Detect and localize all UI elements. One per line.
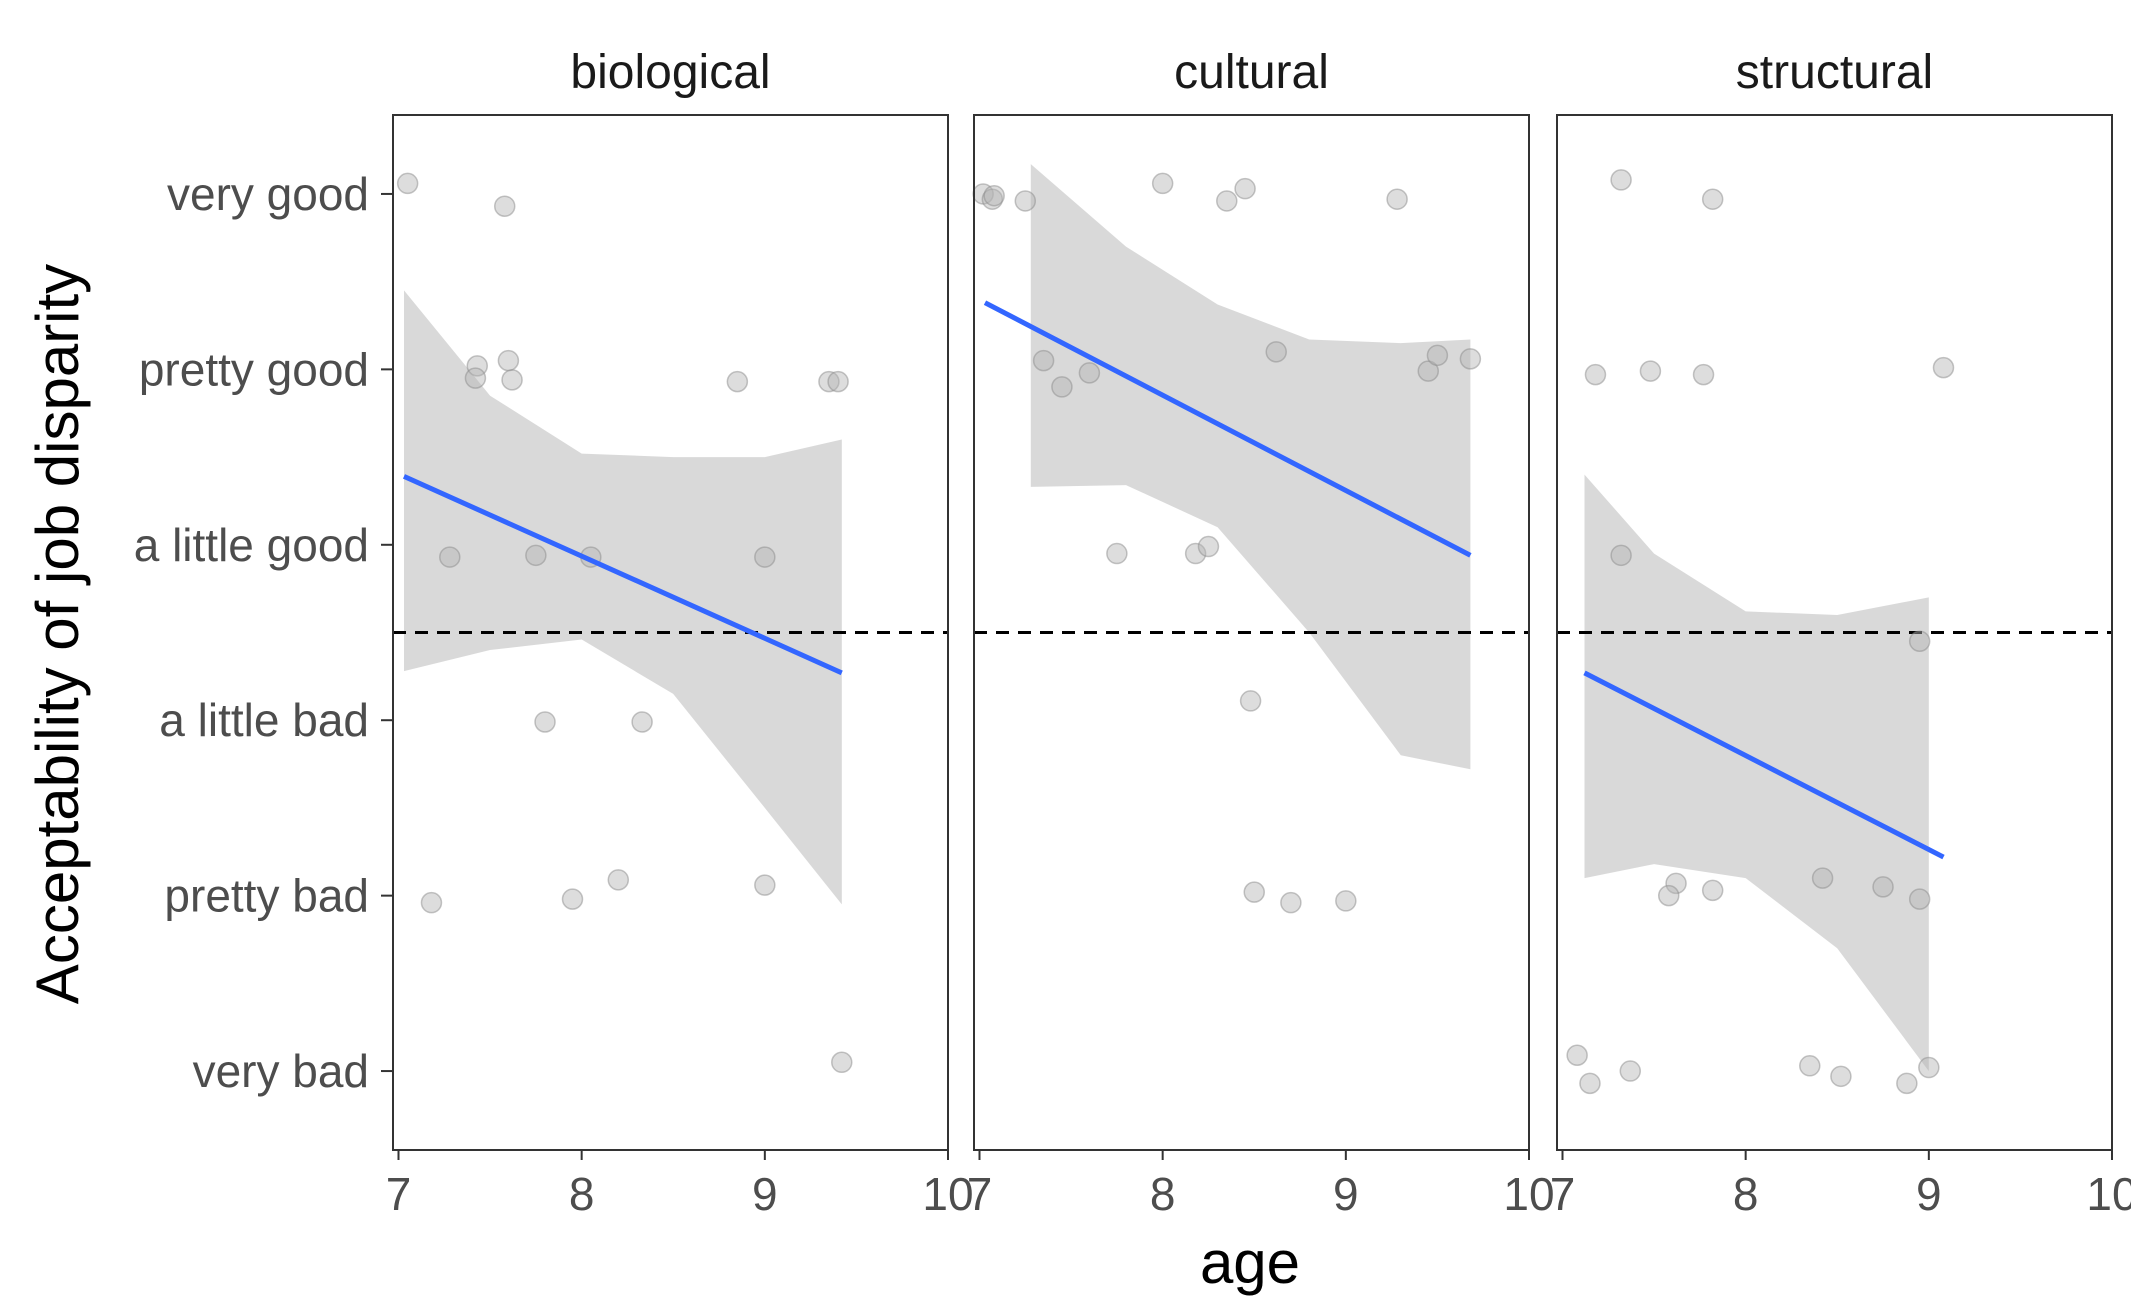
x-tick-label: 8	[1150, 1168, 1176, 1220]
panel-border	[392, 114, 949, 1151]
data-point	[1335, 890, 1357, 912]
data-point	[1799, 1055, 1821, 1077]
data-point	[1665, 872, 1687, 895]
data-point	[1239, 690, 1262, 712]
y-tick-label: pretty good	[139, 343, 369, 395]
trend-line	[402, 474, 843, 676]
data-point	[1459, 348, 1482, 370]
data-point	[497, 349, 520, 372]
data-point	[1908, 888, 1931, 910]
data-point	[439, 546, 461, 568]
data-point	[501, 369, 523, 391]
data-point	[1932, 356, 1955, 379]
panel-biological: biological 7 8 9 10	[386, 46, 974, 1220]
data-point	[1830, 1065, 1852, 1088]
data-point	[631, 711, 653, 733]
data-point	[420, 891, 443, 914]
panel-structural: structural 7 8 9 10	[1550, 46, 2131, 1220]
trend-line	[1583, 670, 1945, 860]
data-point	[1584, 363, 1607, 386]
data-point	[561, 888, 584, 910]
x-tick-label: 7	[967, 1168, 993, 1220]
data-point	[1014, 190, 1037, 212]
x-tick-label: 9	[1916, 1168, 1942, 1220]
data-point	[1896, 1072, 1918, 1095]
x-tick-label: 9	[1333, 1168, 1359, 1220]
data-point	[1579, 1072, 1601, 1095]
data-point	[1234, 177, 1256, 200]
data-point	[1426, 344, 1449, 367]
data-point	[1692, 363, 1715, 386]
panel-cultural: cultural 7 8 9 10	[967, 46, 1555, 1220]
x-axis-title: age	[1200, 1229, 1300, 1296]
data-point	[1280, 891, 1302, 914]
data-point	[831, 1051, 853, 1074]
data-point	[818, 370, 840, 393]
data-point	[754, 874, 776, 896]
data-point	[1566, 1044, 1588, 1067]
x-tick-label: 7	[386, 1168, 412, 1220]
confidence-band	[1584, 474, 1929, 1072]
panel-border	[973, 114, 1530, 1151]
y-tick-label: a little bad	[159, 694, 369, 746]
data-point	[1151, 172, 1174, 195]
data-point	[827, 370, 849, 393]
y-axis-title: Acceptability of job disparity	[24, 264, 91, 1004]
data-point	[1872, 876, 1894, 898]
x-tick-label: 10	[2086, 1168, 2131, 1220]
panel-border	[1556, 114, 2113, 1151]
data-point	[1184, 542, 1207, 565]
facet-label: biological	[570, 46, 770, 99]
data-point	[981, 188, 1004, 210]
data-point	[983, 184, 1005, 207]
facet-label: cultural	[1174, 46, 1329, 99]
confidence-band	[1030, 164, 1471, 770]
data-point	[1265, 341, 1287, 363]
data-point	[1216, 190, 1238, 212]
data-point	[1197, 535, 1220, 558]
data-point	[464, 367, 487, 389]
data-point	[1908, 630, 1931, 653]
data-point	[1106, 542, 1128, 565]
x-tick-label: 10	[1503, 1168, 1554, 1220]
x-tick-label: 8	[1733, 1168, 1759, 1220]
data-point	[726, 370, 749, 393]
y-tick-label: a little good	[134, 519, 369, 571]
data-point	[1610, 544, 1632, 567]
data-point	[1051, 376, 1073, 398]
data-point	[1701, 188, 1724, 210]
data-point	[1610, 169, 1632, 191]
data-point	[754, 546, 776, 568]
y-tick-label: very bad	[193, 1045, 369, 1097]
data-point	[1657, 884, 1680, 907]
data-point	[1243, 881, 1265, 903]
data-point	[1032, 349, 1055, 372]
x-tick-label: 8	[569, 1168, 595, 1220]
data-point	[1078, 362, 1101, 384]
data-point	[525, 544, 547, 567]
trend-line	[983, 300, 1472, 558]
facet-label: structural	[1736, 46, 1933, 99]
data-point	[1811, 867, 1834, 889]
data-point	[1417, 360, 1440, 382]
data-point	[493, 195, 516, 217]
confidence-band	[404, 290, 842, 905]
x-tick-label: 7	[1550, 1168, 1576, 1220]
data-point	[396, 172, 419, 195]
data-point	[1386, 188, 1408, 210]
x-tick-label: 10	[922, 1168, 973, 1220]
y-tick-label: pretty bad	[164, 870, 369, 922]
data-point	[1639, 360, 1662, 382]
x-tick-label: 9	[752, 1168, 778, 1220]
y-tick-label: very good	[167, 168, 369, 220]
data-point	[1619, 1060, 1642, 1082]
data-point	[607, 869, 630, 891]
data-point	[1918, 1056, 1940, 1079]
data-point	[1701, 879, 1724, 902]
data-point	[534, 711, 556, 733]
